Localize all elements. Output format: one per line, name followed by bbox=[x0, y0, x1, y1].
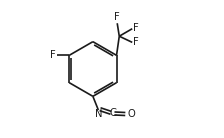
Text: O: O bbox=[128, 109, 136, 119]
Text: F: F bbox=[50, 50, 56, 60]
Text: F: F bbox=[133, 23, 139, 33]
Text: N: N bbox=[95, 109, 102, 119]
Text: F: F bbox=[114, 12, 120, 22]
Text: F: F bbox=[133, 37, 139, 47]
Text: C: C bbox=[109, 108, 116, 118]
